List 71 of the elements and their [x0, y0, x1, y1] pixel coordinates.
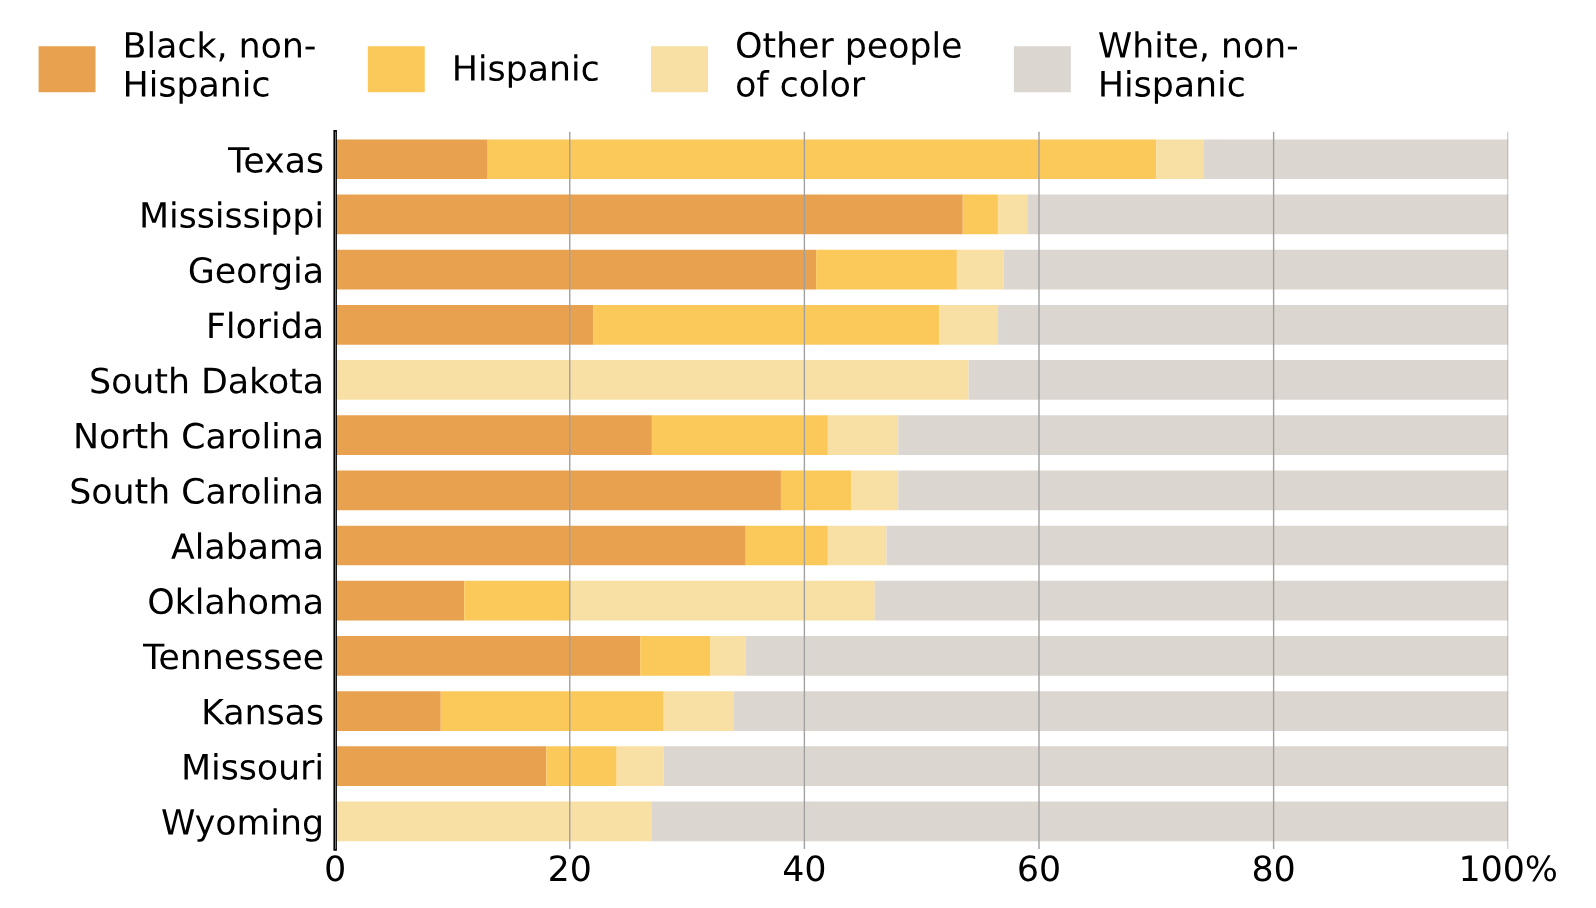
- y-tick-label: Alabama: [171, 532, 321, 560]
- bar: [569, 580, 875, 621]
- bar: [851, 470, 899, 511]
- y-tick-label: Missouri: [184, 753, 321, 780]
- bar: [745, 635, 1509, 676]
- bar: [335, 304, 594, 345]
- bar: [898, 415, 1509, 456]
- bar: [335, 580, 465, 621]
- bar: [487, 139, 1157, 180]
- bar: [874, 580, 1509, 621]
- bar: [335, 470, 781, 511]
- bar: [335, 249, 817, 290]
- bar: [956, 249, 1004, 290]
- bar: [827, 415, 899, 456]
- bar: [663, 746, 1509, 787]
- bar: [1003, 249, 1509, 290]
- bar: [464, 580, 570, 621]
- bar: [962, 194, 998, 235]
- y-tick-label: Mississippi: [142, 201, 321, 235]
- bar: [745, 525, 828, 566]
- bar: [616, 746, 664, 787]
- legend-label: Hispanic: [455, 54, 598, 88]
- y-tick-label: South Carolina: [71, 477, 321, 505]
- x-tick-label: 20: [550, 855, 590, 882]
- y-tick-label: Tennessee: [142, 643, 323, 670]
- bar: [640, 635, 711, 676]
- bar: [734, 691, 1509, 731]
- bar: [546, 746, 617, 787]
- bar: [1203, 139, 1509, 180]
- bar: [997, 194, 1028, 235]
- x-tick-label: 40: [783, 855, 825, 882]
- bar: [335, 801, 652, 842]
- bar: [827, 525, 887, 566]
- y-tick-label: South Dakota: [91, 366, 321, 394]
- y-tick-label: Oklahoma: [149, 587, 321, 615]
- y-tick-label: Kansas: [204, 698, 323, 725]
- bar: [335, 635, 641, 676]
- bar: [651, 801, 1509, 842]
- bar: [651, 415, 828, 456]
- bar: [1156, 139, 1204, 180]
- bar: [335, 194, 963, 235]
- bar: [593, 304, 940, 345]
- x-tick-label: 60: [1019, 855, 1059, 882]
- bar: [898, 470, 1509, 511]
- bar: [968, 360, 1509, 400]
- legend-label: Other people of color: [737, 31, 961, 97]
- y-tick-label: Wyoming: [162, 808, 321, 842]
- bar: [997, 304, 1509, 345]
- bar: [816, 249, 957, 290]
- x-tick-label: 0: [326, 855, 344, 882]
- bar: [335, 415, 652, 456]
- bar: [886, 525, 1509, 566]
- bar: [335, 525, 746, 566]
- bar: [335, 360, 969, 400]
- bar: [663, 691, 734, 731]
- y-tick-label: Florida: [209, 311, 321, 339]
- bar: [939, 304, 998, 345]
- bar: [335, 691, 441, 731]
- bar: [1027, 194, 1509, 235]
- x-tick-label: 100%: [1462, 855, 1556, 882]
- y-tick-label: North Carolina: [76, 421, 321, 449]
- legend-label: Black, non- Hispanic: [126, 31, 315, 104]
- bar: [780, 470, 852, 511]
- x-tick-label: 80: [1253, 855, 1294, 882]
- legend-label: White, non- Hispanic: [1099, 31, 1298, 104]
- y-tick-label: Texas: [227, 147, 323, 173]
- bar: [440, 691, 664, 731]
- y-tick-label: Georgia: [189, 256, 321, 291]
- bar: [335, 139, 488, 180]
- bar: [710, 635, 746, 676]
- bar: [335, 746, 547, 787]
